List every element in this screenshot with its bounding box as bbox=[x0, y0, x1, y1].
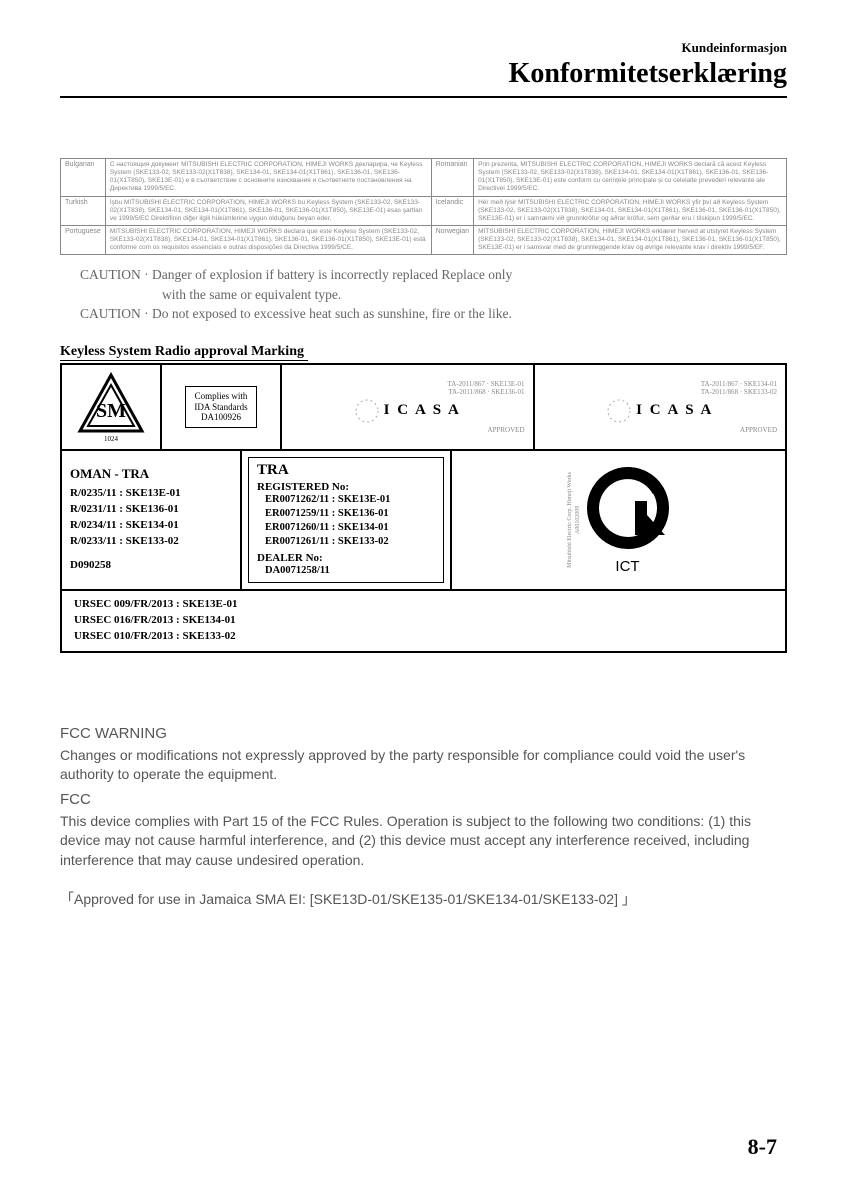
caution-line: with the same or equivalent type. bbox=[80, 285, 767, 305]
approval-row: SM 1024 Complies with IDA Standards DA10… bbox=[62, 365, 785, 451]
decl-text: MITSUBISHI ELECTRIC CORPORATION, HIMEJI … bbox=[474, 225, 787, 254]
approval-row: OMAN - TRA R/0235/11 : SKE13E-01 R/0231/… bbox=[62, 451, 785, 591]
decl-text: Prin prezenta, MITSUBISHI ELECTRIC CORPO… bbox=[474, 159, 787, 197]
vn-side-group: Mitsubishi Electric Corp. Himeji Works A… bbox=[567, 472, 581, 568]
decl-text: Hér með lýsir MITSUBISHI ELECTRIC CORPOR… bbox=[474, 196, 787, 225]
icasa-cell: TA-2011/867 · SKE13E-01 TA-2011/868 · SK… bbox=[282, 365, 535, 449]
decl-text: MITSUBISHI ELECTRIC CORPORATION, HIMEJI … bbox=[105, 225, 431, 254]
header-subtitle: Kundeinformasjon bbox=[60, 40, 787, 56]
header-rule bbox=[60, 96, 787, 98]
decl-lang: Bulgarian bbox=[61, 159, 106, 197]
approval-row: URSEC 009/FR/2013 : SKE13E-01 URSEC 016/… bbox=[62, 591, 785, 651]
list-item: R/0233/11 : SKE133-02 bbox=[70, 534, 181, 550]
oman-dealer: D090258 bbox=[70, 558, 181, 574]
vn-code: A00102009 bbox=[575, 472, 581, 568]
icasa-stars-icon bbox=[606, 398, 632, 424]
icasa-ref: TA-2011/867 · SKE13E-01 TA-2011/868 · SK… bbox=[290, 380, 525, 396]
fcc-heading: FCC bbox=[60, 789, 787, 810]
fcc-section: FCC WARNING Changes or modifications not… bbox=[60, 723, 787, 871]
decl-text: С настоящия документ MITSUBISHI ELECTRIC… bbox=[105, 159, 431, 197]
list-item: URSEC 016/FR/2013 : SKE134-01 bbox=[74, 613, 773, 629]
tra-list: ER0071262/11 : SKE13E-01 ER0071259/11 : … bbox=[257, 493, 435, 550]
table-row: Bulgarian С настоящия документ MITSUBISH… bbox=[61, 159, 787, 197]
page-number: 8-7 bbox=[748, 1134, 777, 1160]
decl-lang: Portuguese bbox=[61, 225, 106, 254]
icasa-logo: I C A S A bbox=[636, 402, 713, 419]
list-item: ER0071259/11 : SKE136-01 bbox=[265, 507, 435, 521]
tra-dealer: DA0071258/11 bbox=[257, 564, 435, 578]
ict-label: ICT bbox=[585, 558, 671, 575]
oman-title: OMAN - TRA bbox=[70, 466, 149, 482]
ict-mark: ICT bbox=[585, 465, 671, 575]
ida-cell: Complies with IDA Standards DA100926 bbox=[162, 365, 282, 449]
page-header: Kundeinformasjon Konformitetserklæring bbox=[60, 40, 787, 90]
icasa-cell: TA-2011/867 · SKE134-01 TA-2011/868 · SK… bbox=[535, 365, 786, 449]
svg-text:SM: SM bbox=[96, 400, 126, 422]
header-title: Konformitetserklæring bbox=[60, 58, 787, 90]
declarations-table: Bulgarian С настоящия документ MITSUBISH… bbox=[60, 158, 787, 255]
icasa-approved: APPROVED bbox=[290, 426, 525, 434]
decl-lang: Turkish bbox=[61, 196, 106, 225]
list-item: URSEC 010/FR/2013 : SKE133-02 bbox=[74, 629, 773, 645]
tra-inner-box: TRA REGISTERED No: ER0071262/11 : SKE13E… bbox=[248, 457, 444, 583]
table-row: Portuguese MITSUBISHI ELECTRIC CORPORATI… bbox=[61, 225, 787, 254]
caution-line: CAUTION · Danger of explosion if battery… bbox=[80, 265, 767, 285]
list-item: R/0235/11 : SKE13E-01 bbox=[70, 486, 181, 502]
vietnam-cell: Mitsubishi Electric Corp. Himeji Works A… bbox=[452, 451, 785, 589]
ida-line: Complies with bbox=[194, 391, 247, 402]
icasa-stars-icon bbox=[354, 398, 380, 424]
decl-text: İşbu MITSUBISHI ELECTRIC CORPORATION, HI… bbox=[105, 196, 431, 225]
icasa-ref: TA-2011/867 · SKE134-01 TA-2011/868 · SK… bbox=[543, 380, 778, 396]
approval-box: SM 1024 Complies with IDA Standards DA10… bbox=[60, 363, 787, 653]
tra-title: TRA bbox=[257, 462, 435, 479]
fcc-warning-text: Changes or modifications not expressly a… bbox=[60, 746, 787, 785]
tra-reg-label: REGISTERED No: bbox=[257, 481, 435, 493]
decl-lang: Norwegian bbox=[431, 225, 473, 254]
vn-sidetext: Mitsubishi Electric Corp. Himeji Works bbox=[567, 472, 573, 568]
oman-cell: OMAN - TRA R/0235/11 : SKE13E-01 R/0231/… bbox=[62, 451, 242, 589]
sm-mark-cell: SM 1024 bbox=[62, 365, 162, 449]
list-item: R/0234/11 : SKE134-01 bbox=[70, 518, 181, 534]
svg-text:1024: 1024 bbox=[104, 435, 119, 443]
oman-list: R/0235/11 : SKE13E-01 R/0231/11 : SKE136… bbox=[70, 486, 181, 574]
jamaica-approval: 「Approved for use in Jamaica SMA EI: [SK… bbox=[60, 889, 787, 909]
tra-dealer-label: DEALER No: bbox=[257, 552, 435, 564]
list-item: R/0231/11 : SKE136-01 bbox=[70, 502, 181, 518]
ida-box: Complies with IDA Standards DA100926 bbox=[185, 386, 256, 428]
fcc-text: This device complies with Part 15 of the… bbox=[60, 812, 787, 871]
decl-lang: Romanian bbox=[431, 159, 473, 197]
list-item: URSEC 009/FR/2013 : SKE13E-01 bbox=[74, 597, 773, 613]
ida-line: DA100926 bbox=[194, 412, 247, 423]
list-item: ER0071262/11 : SKE13E-01 bbox=[265, 493, 435, 507]
ursec-list: URSEC 009/FR/2013 : SKE13E-01 URSEC 016/… bbox=[74, 597, 773, 645]
caution-block: CAUTION · Danger of explosion if battery… bbox=[80, 265, 767, 324]
caution-line: CAUTION · Do not exposed to excessive he… bbox=[80, 304, 767, 324]
decl-lang: Icelandic bbox=[431, 196, 473, 225]
list-item: ER0071260/11 : SKE134-01 bbox=[265, 521, 435, 535]
fcc-warning-heading: FCC WARNING bbox=[60, 723, 787, 744]
approval-title: Keyless System Radio approval Marking bbox=[60, 344, 308, 361]
table-row: Turkish İşbu MITSUBISHI ELECTRIC CORPORA… bbox=[61, 196, 787, 225]
list-item: ER0071261/11 : SKE133-02 bbox=[265, 535, 435, 549]
tra-cell: TRA REGISTERED No: ER0071262/11 : SKE13E… bbox=[242, 451, 452, 589]
icasa-approved: APPROVED bbox=[543, 426, 778, 434]
ida-line: IDA Standards bbox=[194, 402, 247, 413]
sm-mark-icon: SM 1024 bbox=[76, 371, 146, 443]
ict-icon bbox=[585, 465, 671, 551]
icasa-logo: I C A S A bbox=[384, 402, 461, 419]
